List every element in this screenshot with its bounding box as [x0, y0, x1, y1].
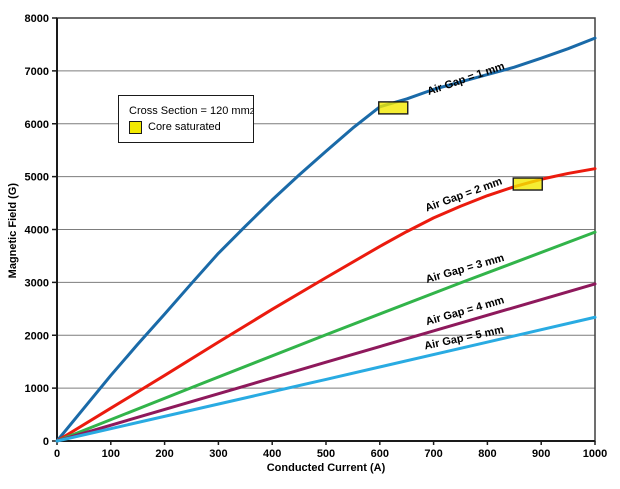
x-tick-label-900: 900	[532, 448, 550, 460]
x-axis-title: Conducted Current (A)	[266, 462, 386, 474]
cross-section-text: Cross Section = 120 mm	[129, 105, 250, 117]
x-tick-label-200: 200	[155, 448, 173, 460]
y-tick-label-2000: 2000	[25, 330, 49, 342]
y-tick-label-5000: 5000	[25, 172, 49, 184]
y-tick-label-0: 0	[43, 436, 49, 448]
core-saturated-text: Core saturated	[148, 121, 221, 133]
x-tick-label-0: 0	[54, 448, 60, 460]
series-line-air-gap-3mm	[55, 230, 597, 443]
saturation-marker-air-gap-1mm	[378, 101, 409, 115]
series-line-air-gap-4mm	[55, 282, 597, 443]
x-tick-label-500: 500	[317, 448, 335, 460]
y-tick-label-3000: 3000	[25, 277, 49, 289]
series-line-air-gap-2mm	[55, 167, 597, 443]
legend-cross-section: Cross Section = 120 mm 2	[129, 105, 255, 117]
y-tick-label-8000: 8000	[25, 13, 49, 25]
x-tick-label-400: 400	[263, 448, 281, 460]
series-line-air-gap-1mm	[55, 36, 597, 443]
core-saturated-swatch-icon	[129, 121, 142, 134]
x-tick-label-1000: 1000	[583, 448, 607, 460]
y-tick-label-6000: 6000	[25, 119, 49, 131]
x-tick-label-800: 800	[478, 448, 496, 460]
y-tick-label-7000: 7000	[25, 66, 49, 78]
chart-legend: Cross Section = 120 mm 2 Core saturated	[118, 95, 254, 143]
series-line-air-gap-5mm	[55, 315, 597, 443]
saturation-marker-air-gap-2mm	[512, 177, 543, 191]
x-tick-label-600: 600	[371, 448, 389, 460]
y-tick-label-1000: 1000	[25, 383, 49, 395]
legend-core-saturated: Core saturated	[129, 121, 247, 134]
x-tick-label-700: 700	[424, 448, 442, 460]
x-tick-label-100: 100	[102, 448, 120, 460]
y-axis-title: Magnetic Field (G)	[7, 183, 19, 279]
series-label-air-gap-1mm: Air Gap = 1 mm	[426, 60, 507, 98]
y-tick-label-4000: 4000	[25, 225, 49, 237]
x-tick-label-300: 300	[209, 448, 227, 460]
